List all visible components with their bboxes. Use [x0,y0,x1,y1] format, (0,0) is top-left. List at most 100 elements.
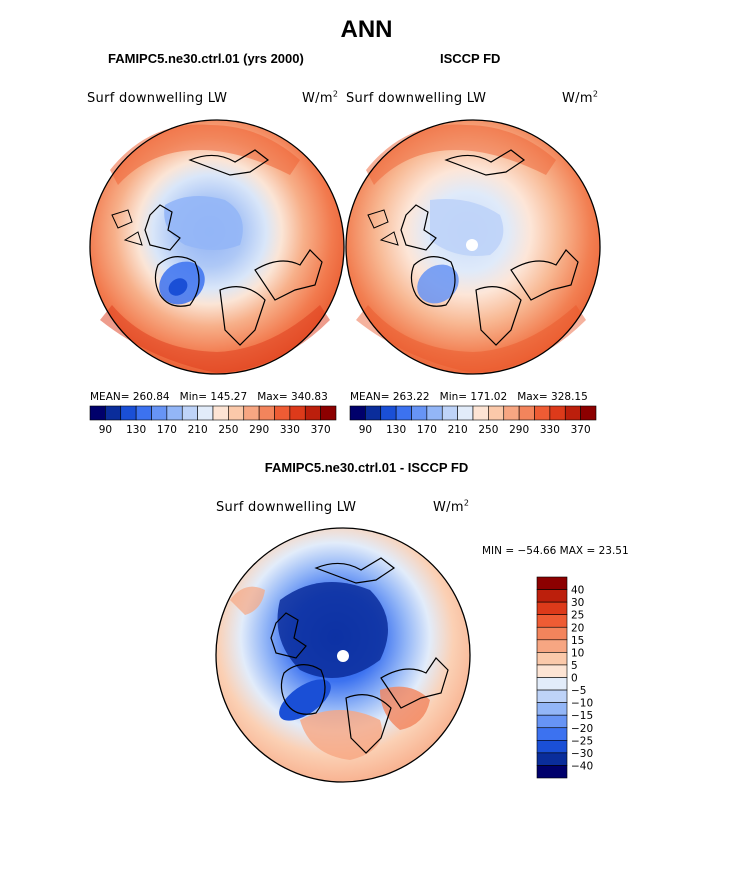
colorbar-panel1-swatch [243,405,260,421]
colorbar-panel1-swatch [89,405,106,421]
colorbar-panel1-tick-label: 330 [280,424,300,436]
colorbar-diff-swatch [536,626,568,641]
colorbar-panel1-swatch [304,405,321,421]
colorbar-panel2-tick-label: 170 [417,424,437,436]
colorbar-panel2-tick-label: 370 [571,424,591,436]
colorbar-panel1-swatch [166,405,183,421]
colorbar-diff-swatch [536,652,568,666]
colorbar-diff-swatch [536,677,568,691]
colorbar-panel1-swatch [197,405,214,421]
colorbar-panel1-swatch [258,405,275,421]
colorbar-diff-tick-label: 25 [571,610,584,622]
colorbar-diff-swatch [536,614,568,628]
colorbar-panel1-tick-label: 130 [126,424,146,436]
diff-variable-label: Surf downwelling LW [216,500,357,515]
colorbar-diff-swatch [536,702,568,716]
colorbar-diff-tick-label: −20 [571,723,593,735]
colorbar-panel1: 90 130 170 210 250 290 330 370 [89,405,337,436]
colorbar-panel1-swatch [151,405,168,421]
colorbar-diff-swatch [536,589,568,603]
colorbar-panel1-tick-label: 250 [218,424,238,436]
colorbar-panel1-swatch [212,405,229,421]
colorbar-panel2: 90 130 170 210 250 290 330 370 [349,405,597,436]
panel1-subtitle: FAMIPC5.ne30.ctrl.01 (yrs 2000) [108,51,304,66]
colorbar-panel1-tick-label: 370 [311,424,331,436]
colorbar-panel1-swatch [274,405,291,421]
panel1-units: W/m2 [302,89,339,106]
diff-subtitle: FAMIPC5.ne30.ctrl.01 - ISCCP FD [264,460,469,475]
colorbar-panel1-tick-label: 170 [157,424,177,436]
colorbar-diff-swatch [536,639,568,653]
colorbar-panel1-swatch [105,405,122,421]
colorbar-panel2-tick-label: 330 [540,424,560,436]
colorbar-panel1-swatch [120,405,137,421]
colorbar-diff-swatch [536,740,568,754]
panel2-map [345,119,601,375]
colorbar-diff-swatch [536,689,568,703]
colorbar-panel2-swatch [426,405,443,421]
colorbar-panel2-tick-label: 290 [509,424,529,436]
colorbar-panel2-swatch [549,405,566,421]
colorbar-panel2-tick-label: 210 [448,424,468,436]
figure-title: ANN [340,16,393,43]
colorbar-diff-tick-label: 15 [571,635,584,647]
colorbar-diff-tick-label: −5 [571,685,586,697]
colorbar-panel1-swatch [320,405,337,421]
panel2-subtitle: ISCCP FD [440,51,501,66]
colorbar-panel1-tick-label: 210 [188,424,208,436]
colorbar-panel2-swatch [580,405,597,421]
colorbar-diff-swatch [536,752,568,766]
colorbar-panel1-tick-label: 90 [99,424,112,436]
colorbar-panel2-tick-label: 250 [478,424,498,436]
colorbar-panel1-swatch [181,405,198,421]
colorbar-diff-swatch [536,727,568,741]
panel2-variable-label: Surf downwelling LW [346,91,487,106]
colorbar-panel2-swatch [411,405,428,421]
colorbar-diff-tick-label: 5 [571,660,578,672]
colorbar-panel2-swatch [488,405,505,421]
colorbar-panel2-swatch [441,405,458,421]
colorbar-panel2-swatch [564,405,581,421]
colorbar-diff-tick-label: −10 [571,698,593,710]
panel2-stats: MEAN= 263.22 Min= 171.02 Max= 328.15 [350,391,588,403]
colorbar-diff-tick-label: −40 [571,760,593,772]
colorbar-panel2-swatch [518,405,535,421]
diff-map [215,527,471,783]
panel1-stats: MEAN= 260.84 Min= 145.27 Max= 340.83 [90,391,328,403]
panel2-missing-pole [466,239,478,251]
colorbar-panel1-swatch [228,405,245,421]
panel1-map [89,119,345,375]
panel1-variable-label: Surf downwelling LW [87,91,228,106]
colorbar-diff-swatch [536,664,568,678]
colorbar-panel2-swatch [349,405,366,421]
panel2-units: W/m2 [562,89,599,106]
colorbar-panel2-tick-label: 130 [386,424,406,436]
colorbar-diff-tick-label: 40 [571,585,584,597]
diff-missing-pole [337,650,349,662]
colorbar-panel2-tick-label: 90 [359,424,372,436]
colorbar-diff-tick-label: −15 [571,710,593,722]
colorbar-diff-tick-label: 20 [571,622,584,634]
colorbar-diff-swatch [536,601,568,615]
colorbar-panel2-swatch [503,405,520,421]
colorbar-panel2-swatch [457,405,474,421]
diff-minmax: MIN = −54.66 MAX = 23.51 [482,545,629,557]
colorbar-diff-swatch [536,714,568,729]
colorbar-diff-tick-label: 0 [571,673,578,685]
colorbar-panel2-swatch [380,405,397,421]
colorbar-diff-tick-label: −25 [571,735,593,747]
colorbar-diff-tick-label: −30 [571,748,593,760]
colorbar-diff-tick-label: 10 [571,647,584,659]
colorbar-diff-swatch [536,765,568,779]
colorbar-panel2-swatch [472,405,489,421]
colorbar-diff-swatch [536,576,568,590]
colorbar-panel1-swatch [289,405,306,421]
colorbar-panel2-swatch [365,405,382,421]
colorbar-diff-tick-label: 30 [571,597,584,609]
colorbar-panel1-swatch [135,405,152,421]
colorbar-panel2-swatch [395,405,412,421]
colorbar-panel2-swatch [534,405,551,421]
diff-units: W/m2 [433,498,470,515]
